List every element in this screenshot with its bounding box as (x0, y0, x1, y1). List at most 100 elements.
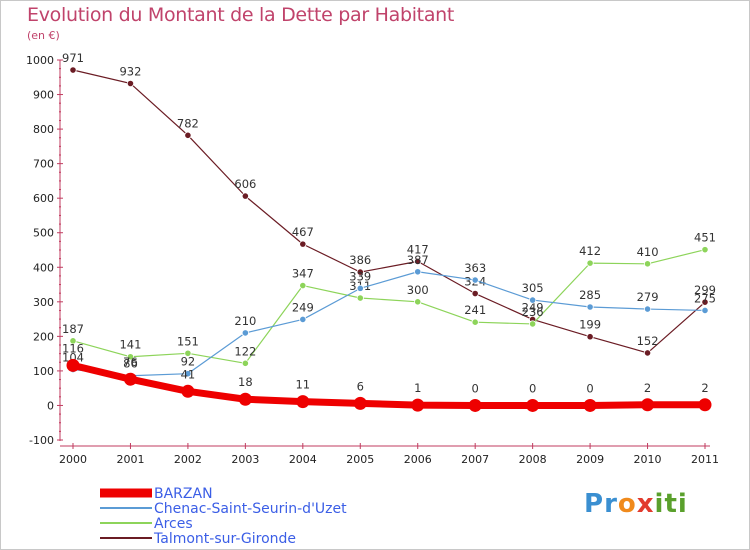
data-label: 300 (407, 283, 429, 297)
data-label: 971 (62, 51, 84, 65)
data-point (241, 192, 249, 200)
y-tick-label: 500 (33, 227, 54, 240)
data-point (471, 318, 479, 326)
data-point (241, 329, 249, 337)
series-line-2 (72, 271, 706, 377)
data-label: 76 (123, 355, 138, 369)
y-tick-label: 900 (33, 89, 54, 102)
data-point (701, 306, 709, 315)
data-point (356, 284, 364, 292)
data-point (643, 305, 652, 313)
data-label: 467 (292, 225, 314, 239)
data-label: 6 (357, 379, 364, 393)
logo-letter: P (584, 489, 605, 519)
data-label: 92 (181, 355, 196, 369)
y-tick-label: 200 (33, 330, 54, 343)
legend-label: Chenac-Saint-Seurin-d'Uzet (154, 501, 347, 517)
data-point (356, 294, 364, 302)
data-label: 410 (637, 245, 659, 259)
data-label: 285 (579, 288, 601, 302)
data-point (701, 246, 709, 254)
data-point (468, 398, 482, 412)
data-point (643, 260, 652, 268)
data-point (126, 79, 135, 88)
data-label: 86 (123, 357, 138, 371)
data-point (411, 398, 425, 412)
x-tick-label: 2004 (289, 453, 317, 466)
data-point (529, 320, 537, 328)
logo-letter: o (617, 489, 637, 519)
y-tick-label: 0 (47, 399, 54, 412)
data-label: 451 (694, 231, 716, 245)
data-label: 339 (349, 269, 371, 283)
data-point (353, 396, 367, 410)
x-tick-label: 2005 (346, 453, 374, 466)
data-point (414, 268, 422, 276)
x-tick-label: 2007 (461, 453, 489, 466)
legend-label: Arces (154, 516, 193, 532)
data-point (471, 289, 479, 298)
y-tick-label: 400 (33, 261, 54, 274)
data-point (241, 359, 249, 367)
data-label: 0 (529, 381, 536, 395)
data-label: 782 (177, 116, 199, 130)
data-label: 210 (234, 314, 256, 328)
logo-letter: r (604, 489, 618, 519)
logo-letter: i (654, 489, 665, 519)
data-point (69, 337, 77, 345)
data-label: 187 (62, 322, 84, 336)
y-tick-label: 700 (33, 158, 54, 171)
x-tick-label: 2008 (519, 453, 547, 466)
data-point (181, 384, 195, 398)
legend-label: Talmont-sur-Gironde (153, 531, 296, 547)
data-label: 241 (464, 303, 486, 317)
data-label: 932 (119, 64, 141, 78)
data-label: 104 (62, 351, 84, 365)
data-point (296, 395, 310, 409)
x-tick-label: 2010 (634, 453, 662, 466)
chart-title: Evolution du Montant de la Dette par Hab… (27, 4, 455, 26)
data-point (238, 392, 252, 406)
data-point (184, 131, 192, 139)
data-point (529, 296, 537, 304)
data-point (66, 358, 80, 372)
x-tick-label: 2001 (116, 453, 144, 466)
logo-letter: x (636, 489, 655, 519)
data-label: 2 (644, 381, 651, 395)
y-tick-label: 600 (33, 192, 54, 205)
data-point (471, 276, 479, 284)
data-point (586, 259, 594, 267)
x-tick-label: 2002 (174, 453, 202, 466)
data-point (184, 349, 192, 357)
data-point (184, 370, 192, 378)
legend-label: BARZAN (154, 486, 213, 502)
data-label: 116 (62, 341, 84, 355)
data-point (698, 398, 712, 412)
data-label: 18 (238, 375, 253, 389)
series-line-1 (72, 249, 706, 364)
data-label: 279 (637, 290, 659, 304)
data-point (126, 353, 135, 361)
proxiti-logo: Proxiti (584, 489, 688, 519)
data-point (586, 333, 594, 341)
data-label: 122 (234, 344, 256, 358)
data-point (69, 66, 77, 74)
data-label: 151 (177, 334, 199, 348)
data-label: 0 (586, 381, 593, 395)
x-tick-label: 2000 (59, 453, 87, 466)
data-label: 347 (292, 267, 314, 281)
data-label: 363 (464, 261, 486, 275)
data-point (526, 398, 540, 412)
y-tick-label: 100 (33, 365, 54, 378)
data-point (299, 315, 307, 324)
y-tick-label: 1000 (26, 54, 54, 67)
data-label: 1 (414, 381, 421, 395)
data-label: 249 (292, 300, 314, 314)
data-label: 199 (579, 318, 601, 332)
data-point (583, 398, 597, 412)
data-point (641, 398, 655, 412)
data-label: 249 (522, 300, 544, 314)
data-point (299, 281, 307, 290)
data-label: 41 (181, 367, 196, 381)
